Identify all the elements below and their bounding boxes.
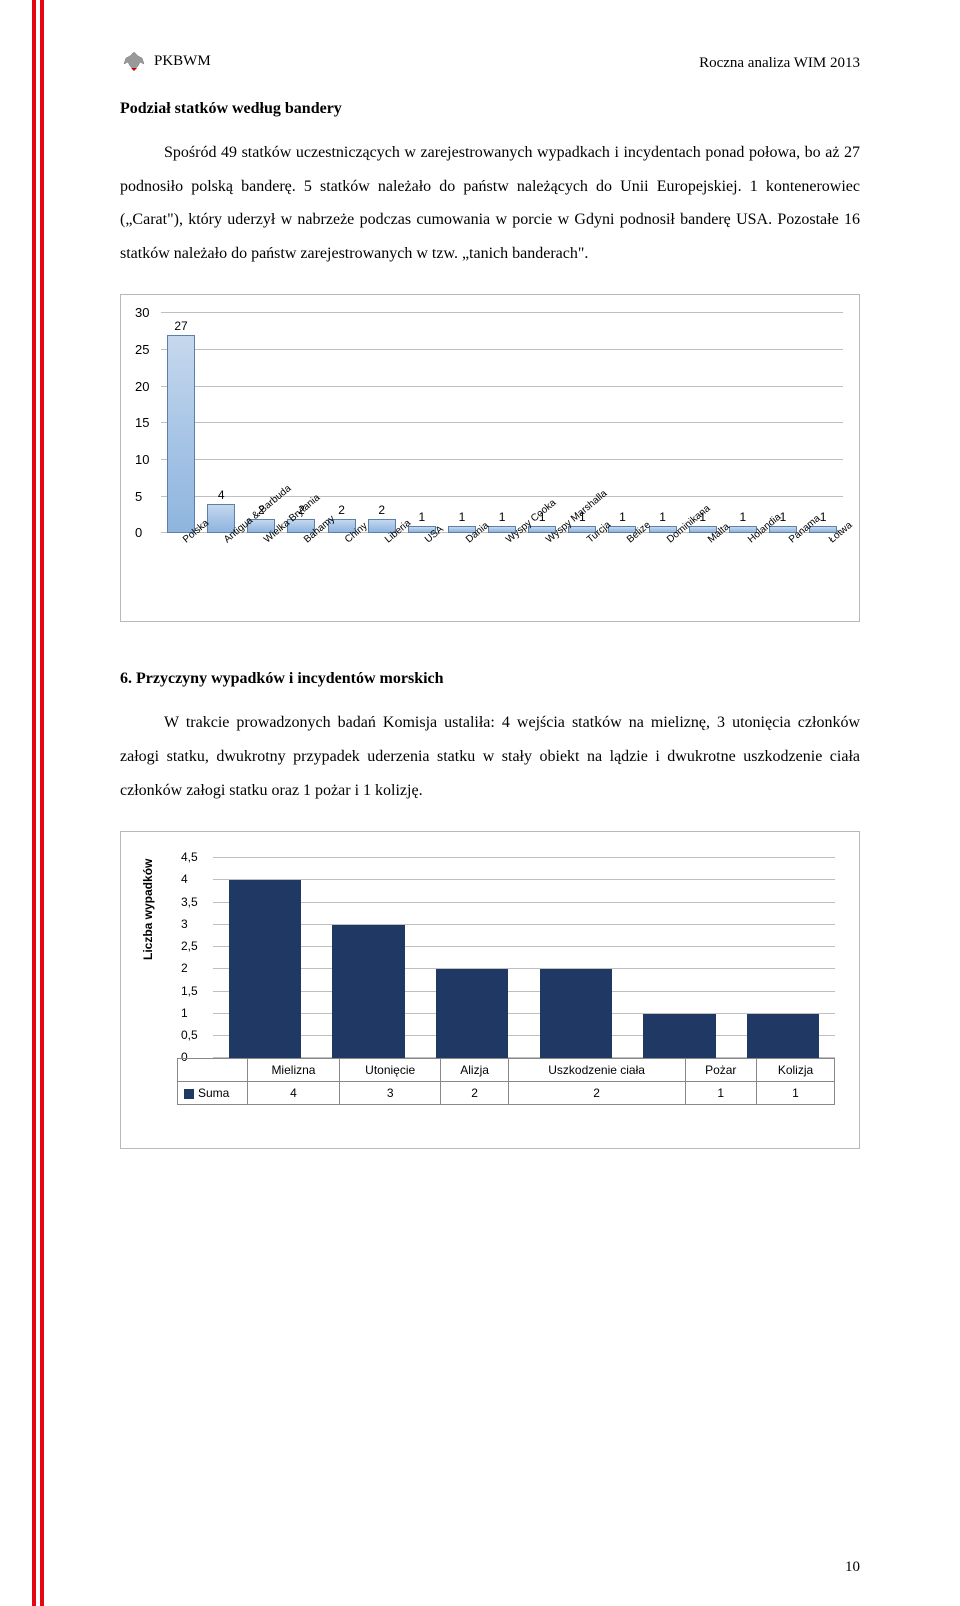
chart2-data-table: MieliznaUtonięcieAlizjaUszkodzenie ciała… bbox=[177, 1058, 835, 1105]
chart1-bar-value: 1 bbox=[418, 510, 425, 524]
chart1-xtick: Dominikana bbox=[645, 533, 685, 595]
flag-chart: 051015202530274222211111111111 PolskaAnt… bbox=[120, 294, 860, 622]
chart2-ytick: 2 bbox=[181, 961, 188, 975]
chart2-value-cell: 2 bbox=[441, 1082, 508, 1105]
chart2-category-cell: Uszkodzenie ciała bbox=[508, 1059, 685, 1082]
chart1-ytick: 10 bbox=[135, 452, 149, 467]
chart1-ytick: 25 bbox=[135, 342, 149, 357]
section2-text: W trakcie prowadzonych badań Komisja ust… bbox=[120, 714, 860, 798]
section6-heading: 6. Przyczyny wypadków i incydentów morsk… bbox=[120, 670, 860, 688]
chart1-xtick: Antigua & Barbuda bbox=[201, 533, 241, 595]
doc-title: Roczna analiza WIM 2013 bbox=[699, 55, 860, 72]
org-abbrev: PKBWM bbox=[154, 53, 211, 70]
chart2-value-cell: 1 bbox=[757, 1082, 835, 1105]
chart1-xtick: Liberia bbox=[363, 533, 403, 595]
chart2-ytick: 0,5 bbox=[181, 1028, 198, 1042]
chart2-category-cell: Mielizna bbox=[248, 1059, 340, 1082]
chart1-xtick: Wielka Brytania bbox=[242, 533, 282, 595]
chart1-xtick: Wyspy Marshalla bbox=[524, 533, 564, 595]
chart2-category-cell: Alizja bbox=[441, 1059, 508, 1082]
causes-chart: Liczba wypadków 00,511,522,533,544,5 Mie… bbox=[120, 831, 860, 1149]
chart1-xtick: Polska bbox=[161, 533, 201, 595]
chart2-bar bbox=[420, 969, 524, 1058]
chart2-y-title: Liczba wypadków bbox=[141, 859, 155, 960]
chart1-ytick: 5 bbox=[135, 489, 142, 504]
chart2-value-cell: 1 bbox=[685, 1082, 757, 1105]
page-number: 10 bbox=[845, 1559, 860, 1576]
chart1-ytick: 15 bbox=[135, 415, 149, 430]
chart1-xtick: Dania bbox=[444, 533, 484, 595]
chart2-ytick: 1 bbox=[181, 1006, 188, 1020]
chart1-xtick: Turcja bbox=[565, 533, 605, 595]
chart1-bar-value: 2 bbox=[378, 503, 385, 517]
chart2-ytick: 4 bbox=[181, 872, 188, 886]
chart2-bar bbox=[524, 969, 628, 1058]
section-title-flags: Podział statków według bandery bbox=[120, 100, 860, 118]
chart1-bar-value: 2 bbox=[338, 503, 345, 517]
chart2-bar bbox=[213, 880, 317, 1058]
chart1-bar-value: 4 bbox=[218, 488, 225, 502]
chart1-xtick: Belize bbox=[605, 533, 645, 595]
chart2-value-cell: 4 bbox=[248, 1082, 340, 1105]
chart1-bar: 27 bbox=[161, 319, 201, 533]
chart1-xtick: Panama bbox=[766, 533, 806, 595]
chart2-ytick: 4,5 bbox=[181, 850, 198, 864]
chart1-xtick: Łotwa bbox=[807, 533, 847, 595]
chart2-category-cell: Kolizja bbox=[757, 1059, 835, 1082]
section2-paragraph: W trakcie prowadzonych badań Komisja ust… bbox=[120, 706, 860, 807]
chart2-value-cell: 2 bbox=[508, 1082, 685, 1105]
chart1-ytick: 20 bbox=[135, 379, 149, 394]
chart2-table-corner bbox=[178, 1059, 248, 1082]
chart1-bar-value: 1 bbox=[459, 510, 466, 524]
chart2-series-label: Suma bbox=[178, 1082, 248, 1105]
legend-square-icon bbox=[184, 1089, 194, 1099]
chart1-bar-value: 1 bbox=[659, 510, 666, 524]
chart1-xtick: Bahamy bbox=[282, 533, 322, 595]
chart2-bar bbox=[731, 1014, 835, 1058]
chart2-bar bbox=[628, 1014, 732, 1058]
chart2-bar bbox=[317, 925, 421, 1058]
chart2-ytick: 3 bbox=[181, 917, 188, 931]
section1-paragraph: Spośród 49 statków uczestniczących w zar… bbox=[120, 136, 860, 270]
chart1-bar-value: 1 bbox=[739, 510, 746, 524]
chart1-xtick: USA bbox=[403, 533, 443, 595]
chart2-category-cell: Utonięcie bbox=[339, 1059, 441, 1082]
eagle-icon bbox=[120, 50, 148, 72]
chart2-ytick: 2,5 bbox=[181, 939, 198, 953]
chart1-ytick: 30 bbox=[135, 305, 149, 320]
chart1-bar-value: 1 bbox=[499, 510, 506, 524]
chart2-value-cell: 3 bbox=[339, 1082, 441, 1105]
page-header: PKBWM Roczna analiza WIM 2013 bbox=[120, 50, 860, 72]
chart1-xtick: Wyspy Cooka bbox=[484, 533, 524, 595]
chart1-xtick: Malta bbox=[686, 533, 726, 595]
chart2-ytick: 3,5 bbox=[181, 895, 198, 909]
chart1-ytick: 0 bbox=[135, 525, 142, 540]
chart2-ytick: 1,5 bbox=[181, 984, 198, 998]
chart1-bar-value: 27 bbox=[174, 319, 187, 333]
page: PKBWM Roczna analiza WIM 2013 Podział st… bbox=[0, 0, 960, 1606]
chart1-xtick: Chiny bbox=[322, 533, 362, 595]
section1-text: Spośród 49 statków uczestniczących w zar… bbox=[120, 144, 860, 262]
chart1-bar-value: 1 bbox=[619, 510, 626, 524]
chart2-category-cell: Pożar bbox=[685, 1059, 757, 1082]
chart1-xtick: Holandia bbox=[726, 533, 766, 595]
